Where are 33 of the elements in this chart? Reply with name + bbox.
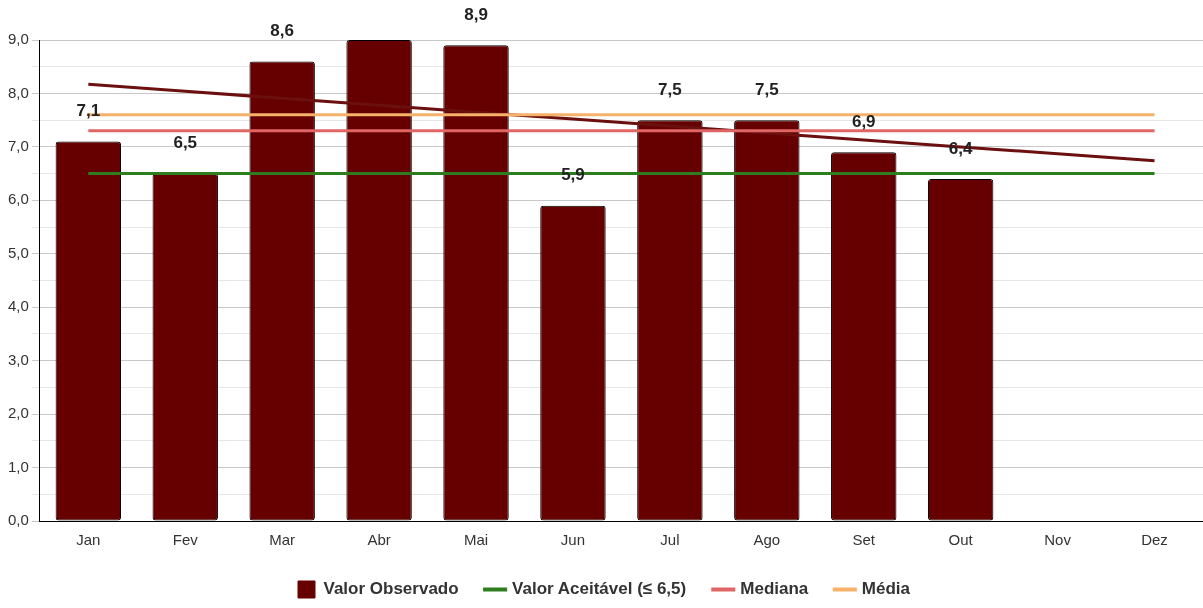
legend-label: Valor Aceitável (≤ 6,5) — [512, 579, 687, 599]
y-tick-label: 1,0 — [7, 457, 29, 475]
y-tick-label: 2,0 — [7, 404, 29, 422]
legend-label: Valor Observado — [323, 579, 459, 599]
data-label: 6,9 — [851, 111, 876, 131]
legend-label: Média — [861, 579, 911, 599]
x-tick-label: Ago — [753, 531, 781, 549]
legend-label: Mediana — [740, 579, 809, 599]
y-tick-label: 3,0 — [7, 350, 29, 368]
x-tick-label: Nov — [1044, 531, 1072, 549]
x-tick-label: Jul — [660, 531, 680, 549]
data-label: 7,5 — [658, 79, 682, 99]
x-tick-label: Mai — [463, 531, 489, 549]
x-tick-label: Abr — [367, 531, 391, 549]
y-tick-label: 9,0 — [7, 30, 29, 48]
x-tick-label: Out — [948, 531, 974, 549]
y-tick-label: 5,0 — [7, 243, 29, 261]
data-label: 6,5 — [173, 133, 198, 153]
x-tick-label: Jan — [76, 531, 101, 549]
data-label: 7,1 — [76, 101, 101, 121]
y-tick-label: 8,0 — [7, 83, 29, 101]
data-label: 8,9 — [464, 5, 488, 25]
data-label: 8,6 — [270, 21, 294, 41]
y-tick-label: 6,0 — [7, 190, 29, 208]
x-tick-label: Fev — [172, 531, 199, 549]
x-tick-label: Dez — [1141, 531, 1168, 549]
y-tick-label: 4,0 — [7, 297, 29, 315]
y-tick-label: 7,0 — [7, 137, 29, 155]
x-tick-label: Set — [852, 531, 876, 549]
data-label: 7,5 — [755, 79, 779, 99]
x-tick-label: Mar — [269, 531, 296, 549]
y-tick-label: 0,0 — [7, 511, 29, 529]
x-tick-label: Jun — [560, 531, 586, 549]
